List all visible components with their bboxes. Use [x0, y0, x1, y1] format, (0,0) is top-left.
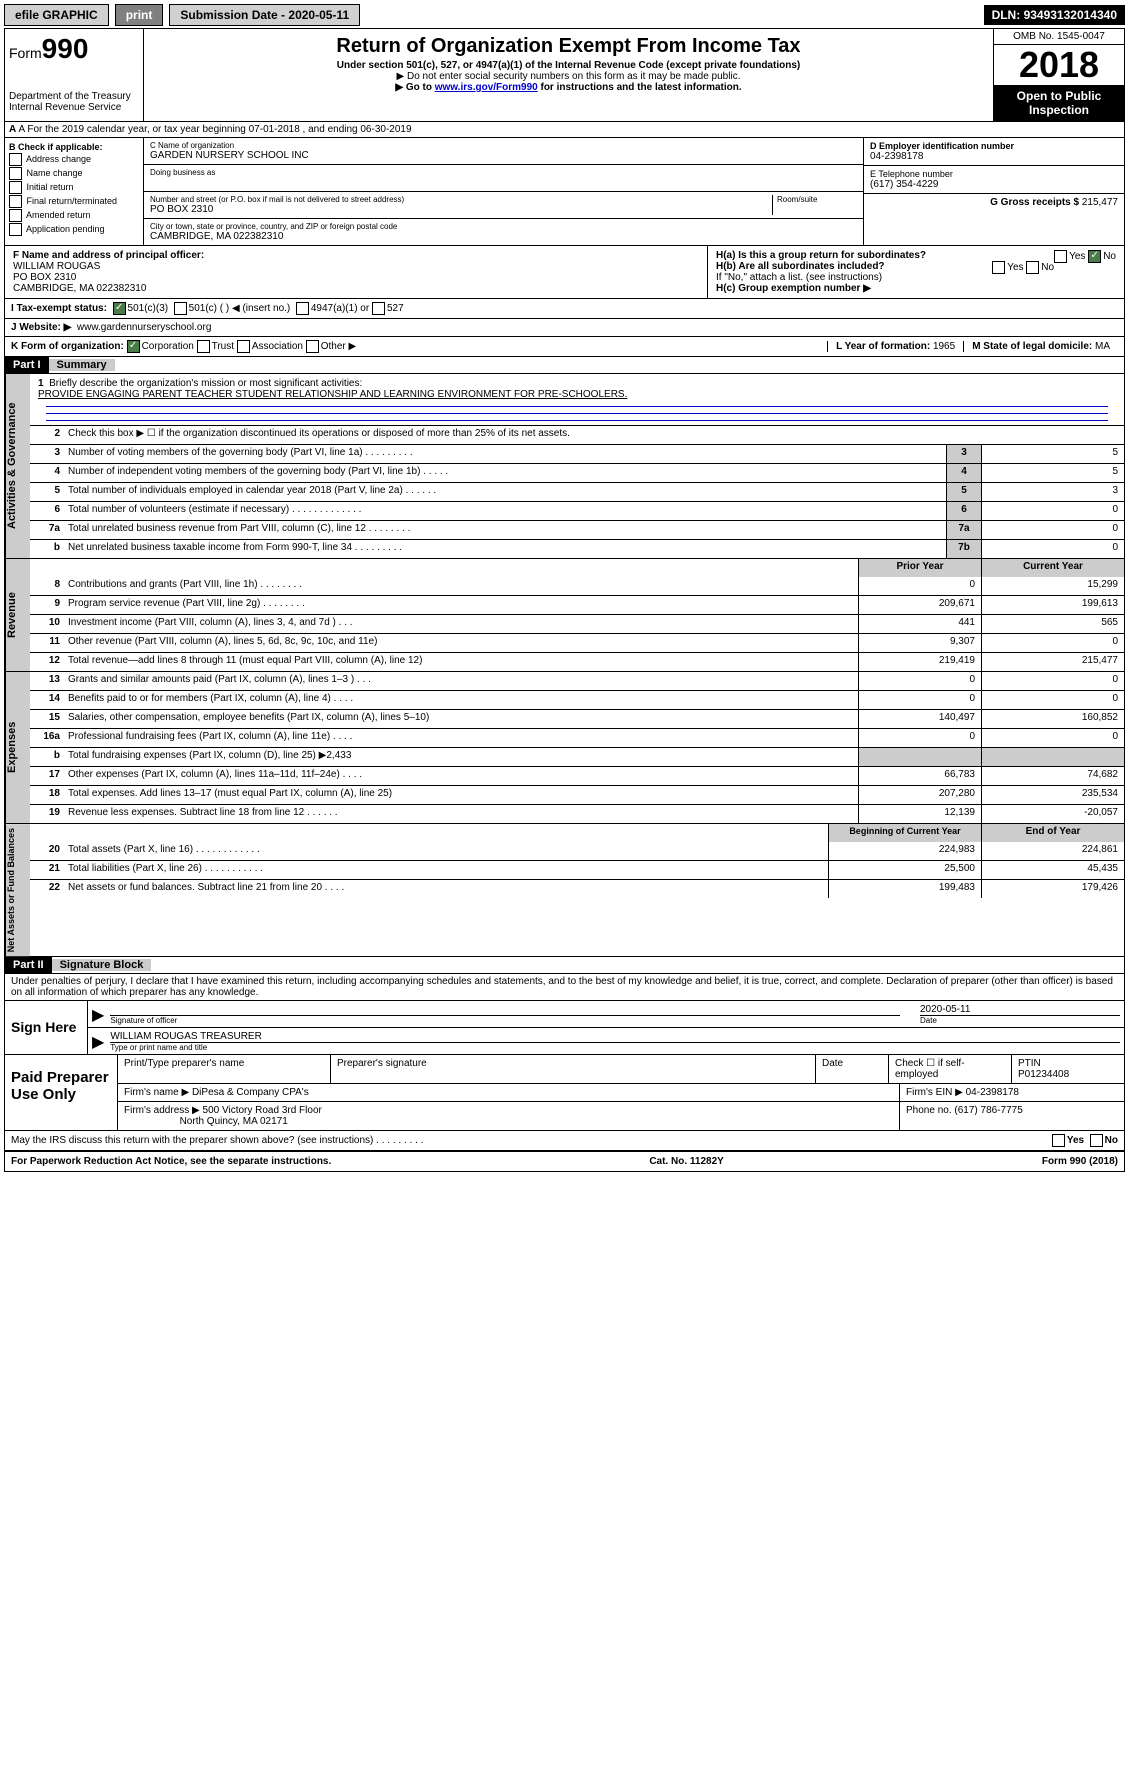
- box-i: I Tax-exempt status: ✓ 501(c)(3) 501(c) …: [5, 299, 1124, 319]
- irs-link[interactable]: www.irs.gov/Form990: [435, 82, 538, 93]
- row-a: A A For the 2019 calendar year, or tax y…: [5, 122, 1124, 138]
- part2-hdr: Part IISignature Block: [5, 957, 1124, 974]
- section-revenue: Revenue Prior YearCurrent Year 8Contribu…: [5, 559, 1124, 672]
- arrow-icon: ▶: [92, 1005, 104, 1025]
- checkbox-initial-return[interactable]: Initial return: [9, 181, 139, 194]
- tax-year: 2018: [994, 45, 1124, 85]
- form-title: Return of Organization Exempt From Incom…: [148, 35, 989, 58]
- org-addr: PO BOX 2310: [150, 204, 772, 215]
- table-row: 12Total revenue—add lines 8 through 11 (…: [30, 652, 1124, 671]
- phone: (617) 354-4229: [870, 179, 1118, 190]
- paid-preparer: Paid Preparer Use Only Print/Type prepar…: [5, 1055, 1124, 1131]
- table-row: 17Other expenses (Part IX, column (A), l…: [30, 766, 1124, 785]
- part1-hdr: Part ISummary: [5, 357, 1124, 374]
- checkbox-application-pending[interactable]: Application pending: [9, 223, 139, 236]
- org-city: CAMBRIDGE, MA 022382310: [150, 231, 857, 242]
- table-row: 9Program service revenue (Part VIII, lin…: [30, 595, 1124, 614]
- form-number: Form990: [9, 33, 139, 65]
- form-outer: Form990 Department of the Treasury Inter…: [4, 28, 1125, 1172]
- box-deg: D Employer identification number04-23981…: [863, 138, 1124, 245]
- discuss-row: May the IRS discuss this return with the…: [5, 1131, 1124, 1152]
- checkbox-amended-return[interactable]: Amended return: [9, 209, 139, 222]
- omb: OMB No. 1545-0047: [994, 29, 1124, 45]
- table-row: 13Grants and similar amounts paid (Part …: [30, 672, 1124, 690]
- table-row: 8Contributions and grants (Part VIII, li…: [30, 577, 1124, 595]
- table-row: bTotal fundraising expenses (Part IX, co…: [30, 747, 1124, 766]
- table-row: 11Other revenue (Part VIII, column (A), …: [30, 633, 1124, 652]
- note2: ▶ Go to www.irs.gov/Form990 for instruct…: [148, 82, 989, 93]
- box-f: F Name and address of principal officer:…: [5, 246, 708, 298]
- print-btn[interactable]: print: [115, 4, 164, 26]
- arrow-icon: ▶: [92, 1032, 104, 1052]
- efile-btn[interactable]: efile GRAPHIC: [4, 4, 109, 26]
- table-row: 18Total expenses. Add lines 13–17 (must …: [30, 785, 1124, 804]
- open-public: Open to Public Inspection: [994, 85, 1124, 121]
- table-row: 20Total assets (Part X, line 16) . . . .…: [30, 842, 1124, 860]
- subdate-btn: Submission Date - 2020-05-11: [169, 4, 360, 26]
- footer: For Paperwork Reduction Act Notice, see …: [5, 1152, 1124, 1171]
- box-j: J Website: ▶ www.gardennurseryschool.org: [5, 319, 1124, 337]
- block-fh: F Name and address of principal officer:…: [5, 246, 1124, 299]
- mission: PROVIDE ENGAGING PARENT TEACHER STUDENT …: [38, 389, 627, 400]
- subtitle: Under section 501(c), 527, or 4947(a)(1)…: [148, 60, 989, 71]
- note1: ▶ Do not enter social security numbers o…: [148, 71, 989, 82]
- section-governance: Activities & Governance 1 Briefly descri…: [5, 374, 1124, 559]
- block-bcd: B Check if applicable: Address change Na…: [5, 138, 1124, 246]
- table-row: 10Investment income (Part VIII, column (…: [30, 614, 1124, 633]
- ein: 04-2398178: [870, 151, 1118, 162]
- table-row: 16aProfessional fundraising fees (Part I…: [30, 728, 1124, 747]
- org-name: GARDEN NURSERY SCHOOL INC: [150, 150, 857, 161]
- table-row: 15Salaries, other compensation, employee…: [30, 709, 1124, 728]
- dln: DLN: 93493132014340: [984, 5, 1125, 25]
- sign-block: Sign Here ▶ Signature of officer 2020-05…: [5, 1001, 1124, 1055]
- dept: Department of the Treasury Internal Reve…: [9, 91, 139, 113]
- checkbox-address-change[interactable]: Address change: [9, 153, 139, 166]
- box-c: C Name of organizationGARDEN NURSERY SCH…: [144, 138, 863, 245]
- table-row: 19Revenue less expenses. Subtract line 1…: [30, 804, 1124, 823]
- section-netassets: Net Assets or Fund Balances Beginning of…: [5, 824, 1124, 957]
- box-b: B Check if applicable: Address change Na…: [5, 138, 144, 245]
- topbar: efile GRAPHIC print Submission Date - 20…: [4, 4, 1125, 26]
- gross-receipts: 215,477: [1082, 197, 1118, 208]
- box-h: H(a) Is this a group return for subordin…: [708, 246, 1124, 298]
- checkbox-name-change[interactable]: Name change: [9, 167, 139, 180]
- table-row: 21Total liabilities (Part X, line 26) . …: [30, 860, 1124, 879]
- penalty-text: Under penalties of perjury, I declare th…: [5, 974, 1124, 1001]
- box-klm: K Form of organization: ✓ Corporation Tr…: [5, 337, 1124, 357]
- section-expenses: Expenses 13Grants and similar amounts pa…: [5, 672, 1124, 824]
- checkbox-final-return-terminated[interactable]: Final return/terminated: [9, 195, 139, 208]
- chk-501c3[interactable]: ✓: [113, 302, 126, 315]
- table-row: 22Net assets or fund balances. Subtract …: [30, 879, 1124, 898]
- website[interactable]: www.gardennurseryschool.org: [77, 322, 212, 333]
- table-row: 14Benefits paid to or for members (Part …: [30, 690, 1124, 709]
- form-header: Form990 Department of the Treasury Inter…: [5, 29, 1124, 122]
